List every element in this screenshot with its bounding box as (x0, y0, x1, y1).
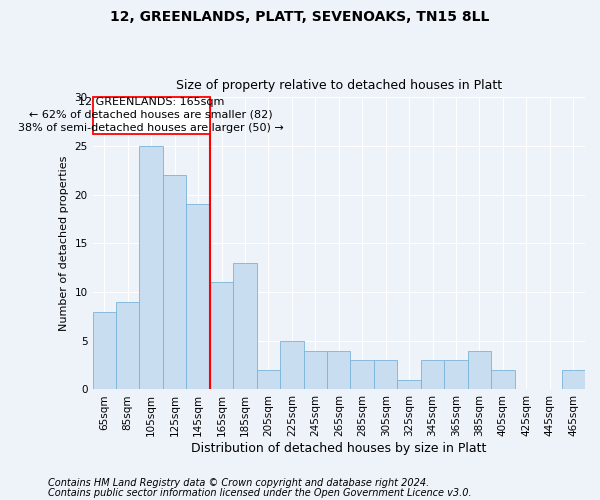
Bar (257, 370, 280, 390)
Text: 12, GREENLANDS, PLATT, SEVENOAKS, TN15 8LL: 12, GREENLANDS, PLATT, SEVENOAKS, TN15 8… (110, 10, 490, 24)
Bar (468, 350, 491, 390)
Bar (562, 370, 585, 390)
Bar (397, 380, 421, 390)
Bar (187, 204, 210, 390)
Bar (421, 360, 444, 390)
Bar (92, 312, 116, 390)
Text: 12 GREENLANDS: 165sqm
← 62% of detached houses are smaller (82)
38% of semi-deta: 12 GREENLANDS: 165sqm ← 62% of detached … (18, 96, 284, 133)
Title: Size of property relative to detached houses in Platt: Size of property relative to detached ho… (176, 79, 502, 92)
Bar (116, 302, 139, 390)
X-axis label: Distribution of detached houses by size in Platt: Distribution of detached houses by size … (191, 442, 487, 455)
Text: Contains public sector information licensed under the Open Government Licence v3: Contains public sector information licen… (48, 488, 472, 498)
Bar (210, 282, 233, 390)
Bar (233, 263, 257, 390)
Bar (491, 370, 515, 390)
Bar (374, 360, 397, 390)
Bar (327, 350, 350, 390)
Bar (163, 175, 187, 390)
Bar (444, 360, 468, 390)
FancyBboxPatch shape (92, 98, 210, 134)
Bar (350, 360, 374, 390)
Bar (139, 146, 163, 390)
Bar (280, 341, 304, 390)
Y-axis label: Number of detached properties: Number of detached properties (59, 156, 69, 331)
Bar (304, 350, 327, 390)
Text: Contains HM Land Registry data © Crown copyright and database right 2024.: Contains HM Land Registry data © Crown c… (48, 478, 429, 488)
